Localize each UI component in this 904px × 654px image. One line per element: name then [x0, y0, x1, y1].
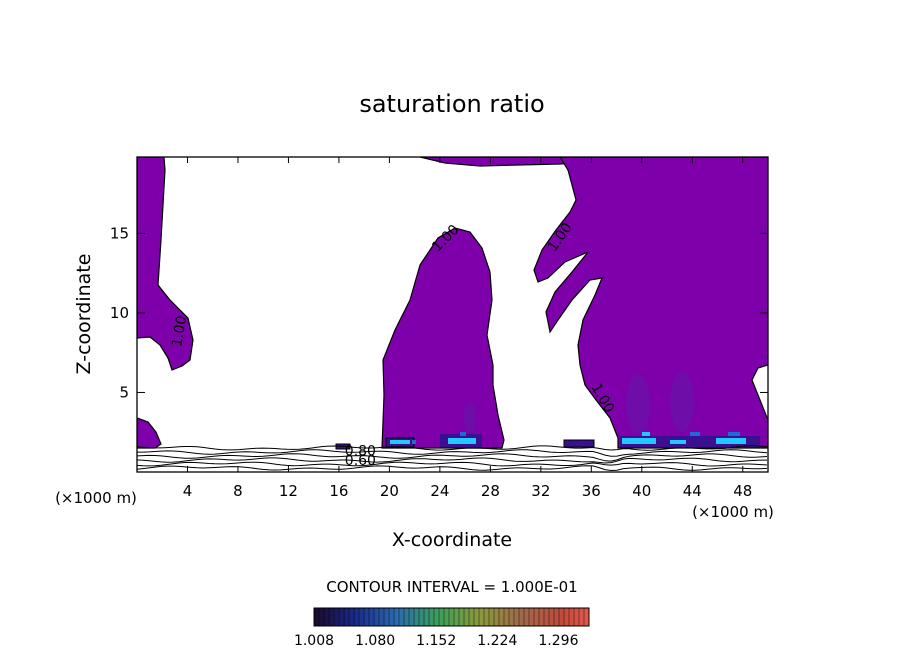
low-contour-line: [137, 461, 768, 467]
cloud-band-5: [620, 436, 760, 447]
contour-label: 0.60: [345, 453, 376, 469]
x-axis-ticks: 4 8 12 16 20 24 28 32 36 40 44 48: [183, 157, 752, 500]
x-tick-label: 4: [183, 482, 193, 500]
moderate-spots: [412, 432, 740, 444]
x-tick-label: 20: [380, 482, 399, 500]
x-unit-left: (×1000 m): [55, 489, 137, 507]
low-contour-line: [137, 465, 768, 472]
colorbar-divisions: [318, 608, 585, 626]
plume-inner-a: [626, 374, 650, 434]
saturated-region-left: [137, 157, 194, 371]
colorbar: [313, 607, 590, 627]
plot-frame: [136, 156, 769, 473]
x-tick-label: 48: [733, 482, 752, 500]
chart-title: saturation ratio: [359, 90, 544, 118]
x-tick-label: 40: [632, 482, 651, 500]
low-contour-line: [137, 445, 768, 451]
saturation-field: [137, 157, 768, 472]
low-contour-line: [137, 457, 767, 464]
contour-label: 1.00: [169, 315, 190, 348]
y-tick-label: 5: [119, 383, 129, 401]
x-tick-label: 36: [582, 482, 601, 500]
saturated-region-right: [533, 157, 768, 449]
x-unit-right: (×1000 m): [692, 503, 774, 521]
y-axis-label: Z-coordinate: [73, 254, 95, 375]
colorbar-tick-label: 1.296: [538, 633, 578, 649]
y-axis-ticks: 5 10 15: [110, 224, 768, 401]
x-tick-label: 12: [279, 482, 298, 500]
high-saturation-spots: [390, 432, 746, 444]
saturated-region-left-low: [137, 417, 162, 449]
saturated-region-center: [381, 227, 505, 449]
x-tick-label: 32: [531, 482, 550, 500]
colorbar-tick-label: 1.224: [477, 633, 517, 649]
plume-inner-b: [670, 372, 694, 432]
x-axis-label: X-coordinate: [392, 529, 512, 551]
colorbar-tick-label: 1.008: [294, 633, 334, 649]
plume-inner-c: [464, 402, 476, 434]
colorbar-tick-label: 1.152: [416, 633, 456, 649]
y-tick-label: 15: [110, 224, 129, 242]
cloud-band-3: [563, 439, 595, 448]
low-contour-line: [137, 453, 768, 462]
x-tick-label: 28: [481, 482, 500, 500]
colorbar-tick-label: 1.080: [355, 633, 395, 649]
x-tick-label: 24: [430, 482, 449, 500]
x-tick-label: 8: [233, 482, 243, 500]
contour-interval-text: CONTOUR INTERVAL = 1.000E-01: [326, 578, 577, 596]
low-contour-lines: [137, 445, 768, 472]
colorbar-tick-labels: 1.008 1.080 1.152 1.224 1.296: [294, 633, 579, 649]
x-tick-label: 16: [329, 482, 348, 500]
contour-label: 0.80: [345, 443, 376, 459]
y-tick-label: 10: [110, 304, 129, 322]
x-tick-label: 44: [683, 482, 702, 500]
low-contour-line: [137, 449, 768, 457]
